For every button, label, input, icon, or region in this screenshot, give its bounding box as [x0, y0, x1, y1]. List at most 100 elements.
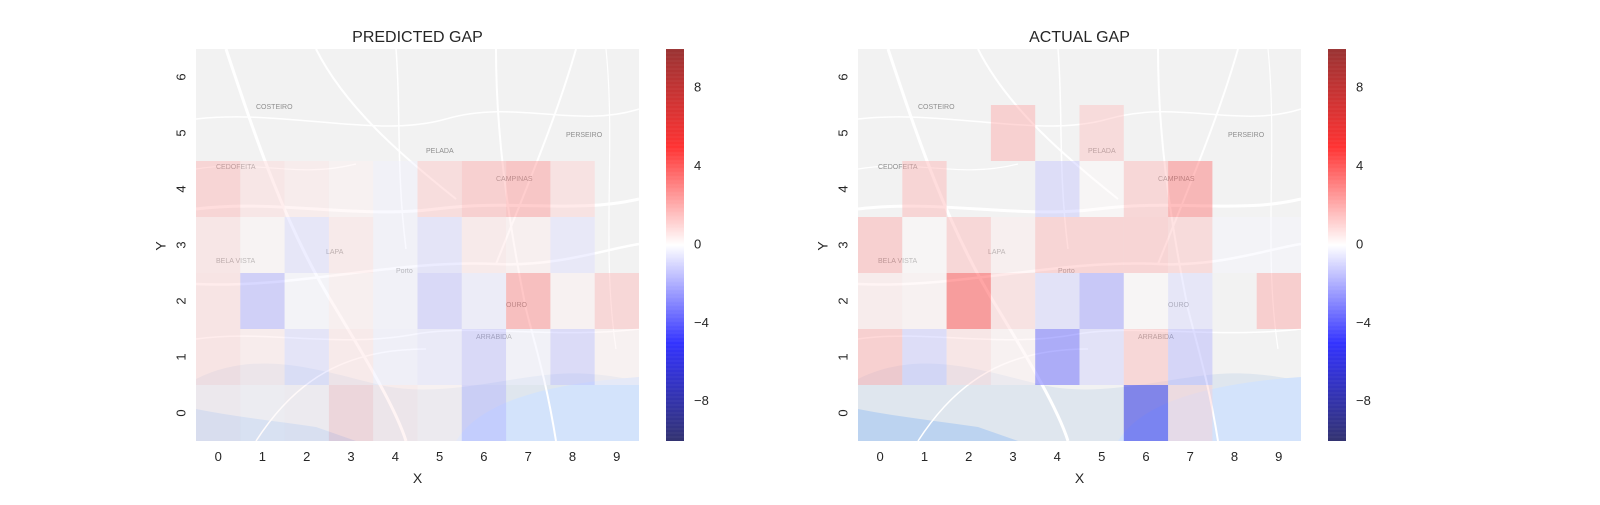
x-tick-label: 5	[1098, 449, 1105, 464]
heatmap-cell	[1123, 385, 1169, 441]
x-tick-label: 2	[965, 449, 972, 464]
heatmap-cell	[196, 273, 241, 329]
heatmap-cell	[196, 217, 241, 273]
heatmap-cell	[373, 385, 418, 441]
heatmap-cell	[1035, 217, 1080, 273]
heatmap-cell	[196, 161, 241, 217]
heatmap-cell	[328, 161, 374, 217]
x-axis-label: X	[413, 470, 423, 486]
x-tick-label: 2	[303, 449, 310, 464]
heatmap-cell	[990, 273, 1036, 329]
x-tick-label: 6	[1142, 449, 1149, 464]
x-tick-label: 3	[1009, 449, 1016, 464]
colorbar-tick-label: −4	[694, 315, 709, 330]
colorbar-tick-label: 0	[1356, 236, 1363, 251]
heatmap-cell	[461, 217, 507, 273]
heatmap-cell	[550, 329, 595, 385]
heatmap-cell	[240, 161, 285, 217]
x-tick-label: 8	[1231, 449, 1238, 464]
y-tick-label: 4	[173, 185, 188, 192]
heatmap-cell	[417, 329, 462, 385]
heatmap-cell	[1168, 329, 1213, 385]
heatmap-cell	[946, 329, 991, 385]
heatmap-cell	[196, 329, 241, 385]
y-tick-label: 0	[173, 409, 188, 416]
heatmap-cell	[461, 329, 507, 385]
heatmap-cell	[1256, 217, 1301, 273]
y-axis-label: Y	[815, 241, 831, 251]
heatmap-cell	[946, 217, 991, 273]
heatmap-cell	[1079, 161, 1124, 217]
colorbar-tick-label: 8	[694, 80, 701, 95]
x-tick-label: 1	[259, 449, 266, 464]
heatmap-cell	[284, 273, 329, 329]
heatmap-cell	[1123, 273, 1169, 329]
x-tick-label: 4	[1054, 449, 1061, 464]
heatmap-cell	[506, 217, 551, 273]
heatmap-cell	[373, 273, 418, 329]
colorbar-tick-label: −8	[694, 393, 709, 408]
heatmap-cell	[461, 385, 507, 441]
x-tick-label: 1	[921, 449, 928, 464]
x-tick-label: 8	[569, 449, 576, 464]
heatmap-cell	[902, 273, 947, 329]
chart-title: ACTUAL GAP	[1029, 29, 1130, 46]
y-tick-label: 3	[173, 241, 188, 248]
colorbar-tick-label: −4	[1356, 315, 1371, 330]
heatmap-cell	[1168, 385, 1213, 441]
y-tick-label: 2	[835, 297, 850, 304]
x-tick-label: 7	[525, 449, 532, 464]
y-axis-label: Y	[153, 241, 169, 251]
x-tick-label: 9	[1275, 449, 1282, 464]
heatmap-cell	[240, 329, 285, 385]
colorbar-tick-label: 4	[1356, 158, 1363, 173]
x-axis-label: X	[1075, 470, 1085, 486]
heatmap-cell	[328, 385, 374, 441]
heatmap-cell	[417, 161, 462, 217]
heatmap-cell	[1079, 217, 1124, 273]
colorbar-gradient	[1328, 49, 1346, 441]
colorbar-tick-label: 8	[1356, 80, 1363, 95]
heatmap-cell	[1168, 273, 1213, 329]
colorbar: −8 −4 0 4 8	[666, 48, 709, 441]
y-tick-label: 6	[835, 73, 850, 80]
heatmap-cell	[594, 329, 639, 385]
chart-title: PREDICTED GAP	[352, 29, 483, 46]
heatmap-cell	[461, 161, 507, 217]
heatmap-cell	[858, 273, 903, 329]
heatmap-cell	[417, 273, 462, 329]
colorbar-tick-label: 0	[694, 236, 701, 251]
heatmap-cell	[1035, 161, 1080, 217]
colorbar-tick-label: 4	[694, 158, 701, 173]
heatmap-cell	[1256, 273, 1301, 329]
heatmap-cell	[990, 217, 1036, 273]
heatmap-cell	[328, 273, 374, 329]
heatmap-cell	[284, 217, 329, 273]
heatmap-cell	[946, 273, 991, 329]
heatmap-cell	[284, 161, 329, 217]
heatmap-cell	[1123, 329, 1169, 385]
heatmap-panel-0: PREDICTED GAP 0 1 2 3 4 5 6 7 8 9 0 1 2 3 4 5 6 X Y −8 −4 0 4 8	[153, 29, 709, 486]
x-tick-label: 3	[347, 449, 354, 464]
x-tick-label: 7	[1187, 449, 1194, 464]
y-tick-label: 5	[835, 129, 850, 136]
heatmap-cell	[1035, 273, 1080, 329]
heatmap-cell	[328, 329, 374, 385]
y-tick-label: 2	[173, 297, 188, 304]
heatmap-cell	[284, 329, 329, 385]
heatmap-cell	[373, 217, 418, 273]
heatmap-cell	[594, 273, 639, 329]
heatmap-cell	[506, 161, 551, 217]
x-tick-label: 0	[215, 449, 222, 464]
x-tick-label: 4	[392, 449, 399, 464]
heatmap-cell	[858, 217, 903, 273]
heatmap-cell	[506, 273, 551, 329]
heatmap-cell	[1123, 161, 1169, 217]
heatmap-cell	[328, 217, 374, 273]
heatmap-cell	[550, 273, 595, 329]
y-tick-label: 4	[835, 185, 850, 192]
heatmap-cell	[240, 273, 285, 329]
heatmap-cell	[1035, 329, 1080, 385]
x-tick-label: 6	[480, 449, 487, 464]
